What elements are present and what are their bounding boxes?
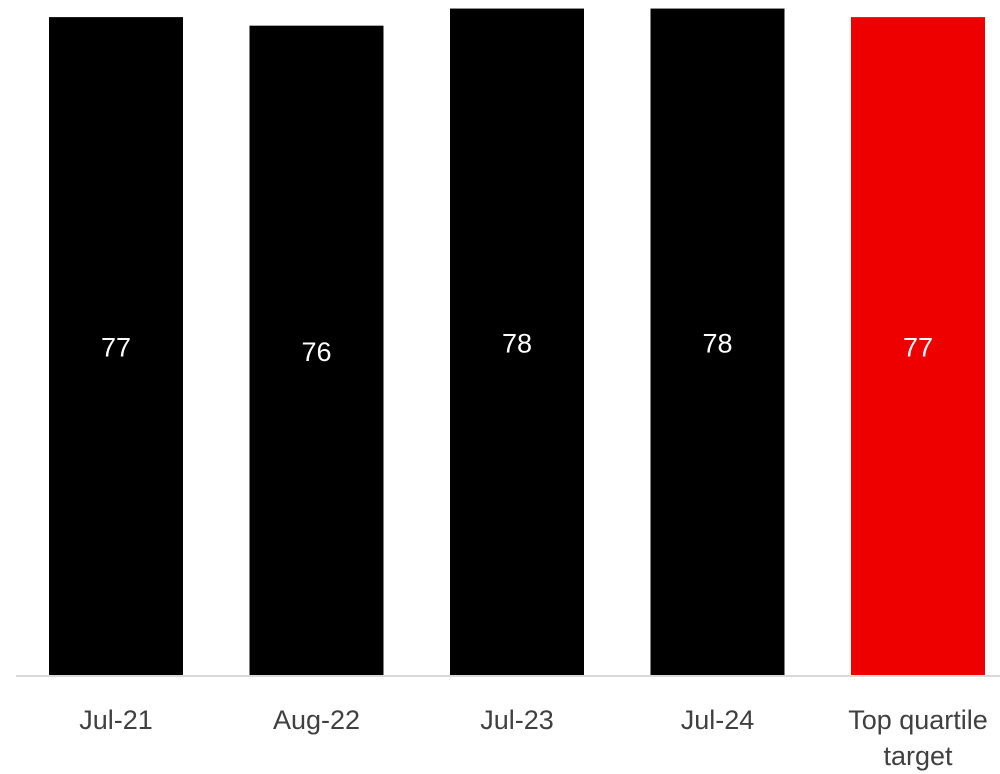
value-label-4: 77	[903, 333, 933, 363]
bar-1	[249, 25, 384, 676]
value-label-3: 78	[702, 328, 732, 358]
value-label-1: 76	[301, 337, 331, 367]
bars-group	[49, 8, 985, 677]
tick-labels-group: Jul-21 Aug-22 Jul-23 Jul-24 Top quartile targ…	[79, 705, 988, 771]
bar-0	[49, 17, 183, 676]
tick-label-3: Jul-24	[681, 705, 755, 735]
bar-4	[851, 17, 985, 676]
tick-label-4-line-1: target	[883, 741, 953, 771]
tick-label-0: Jul-21	[79, 705, 153, 735]
value-label-2: 78	[502, 328, 532, 358]
tick-label-1: Aug-22	[273, 705, 360, 735]
value-labels-group: 77 76 78 78 77	[101, 328, 933, 367]
tick-label-2: Jul-23	[480, 705, 554, 735]
bar-2	[450, 8, 584, 677]
value-label-0: 77	[101, 333, 131, 363]
bar-3	[650, 8, 785, 677]
tick-label-4-line-0: Top quartile	[848, 705, 988, 735]
